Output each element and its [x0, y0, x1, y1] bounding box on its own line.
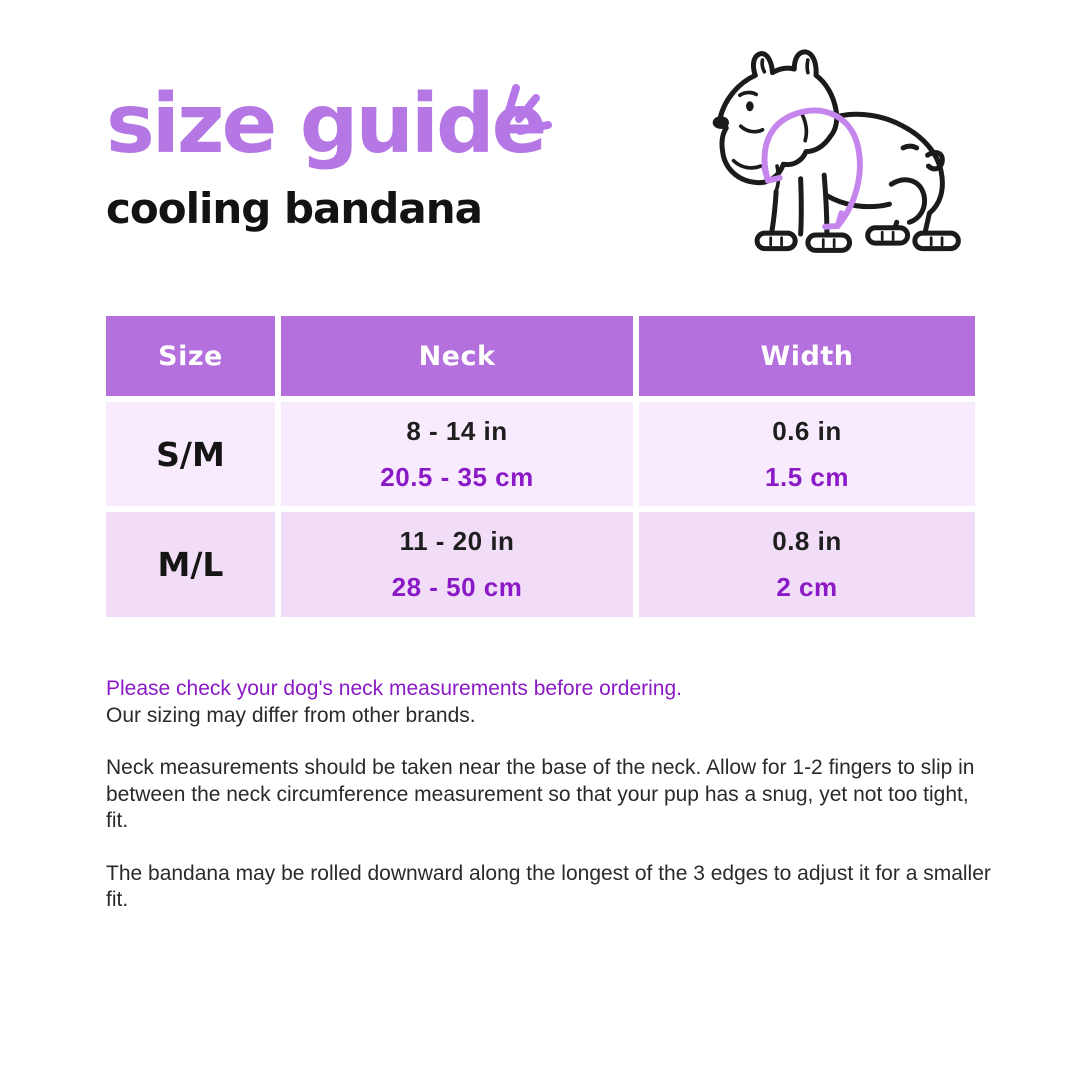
note-roll-adjustment: The bandana may be rolled downward along…	[106, 861, 991, 912]
note-measurement-instructions: Neck measurements should be taken near t…	[106, 756, 975, 832]
table-row-ml-neck: 11 - 20 in 28 - 50 cm	[281, 512, 633, 617]
table-row-ml-width: 0.8 in 2 cm	[639, 512, 975, 617]
french-bulldog-illustration	[690, 48, 962, 271]
note-highlight: Please check your dog's neck measurement…	[106, 677, 682, 700]
column-header-width: Width	[639, 316, 975, 396]
column-header-neck: Neck	[281, 316, 633, 396]
table-row-sm-neck: 8 - 14 in 20.5 - 35 cm	[281, 402, 633, 506]
header: size guide cooling bandana	[106, 77, 666, 234]
size-table: Size Neck Width S/M 8 - 14 in 20.5 - 35 …	[106, 316, 975, 617]
page-title: size guide	[106, 77, 547, 172]
column-header-size: Size	[106, 316, 275, 396]
table-row-sm-size: S/M	[106, 402, 275, 506]
dog-eye	[746, 101, 754, 112]
table-row-sm-width: 0.6 in 1.5 cm	[639, 402, 975, 506]
page-subtitle: cooling bandana	[106, 184, 483, 233]
note-sizing-differs: Our sizing may differ from other brands.	[106, 703, 476, 727]
neck-measurement-arrow	[761, 107, 863, 230]
sparkle-icon	[488, 75, 566, 146]
dog-tail	[925, 150, 945, 172]
table-row-ml-size: M/L	[106, 512, 275, 617]
dog-nose	[712, 116, 729, 129]
notes-section: Please check your dog's neck measurement…	[106, 676, 994, 914]
